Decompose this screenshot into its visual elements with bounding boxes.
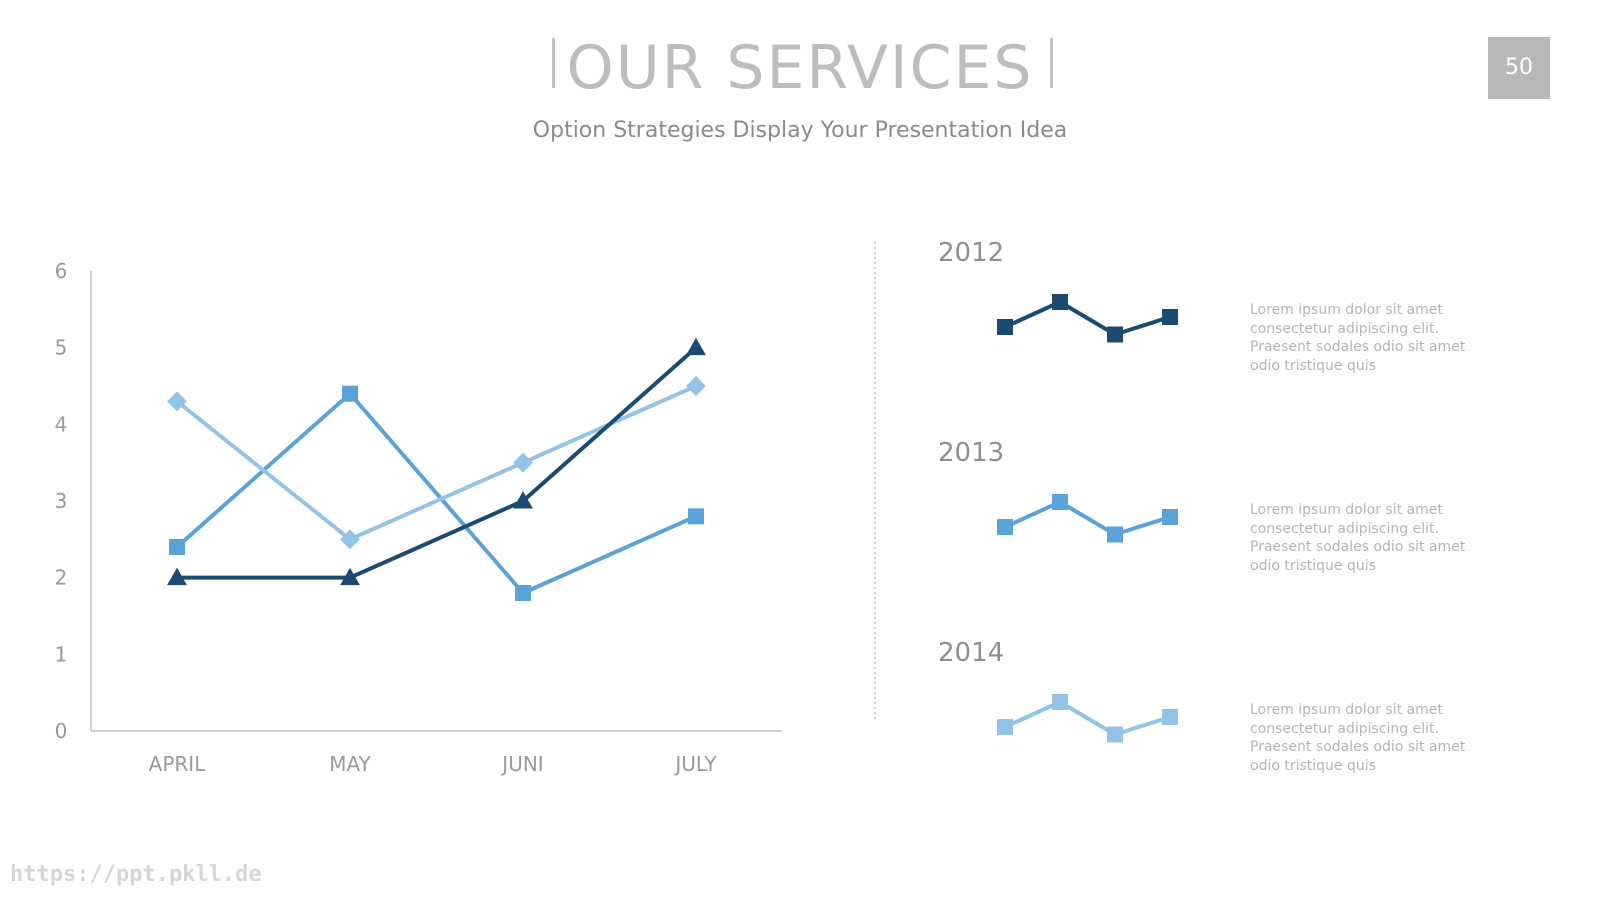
data-point-1 — [688, 508, 704, 525]
x-tick-label: APRIL — [149, 752, 207, 776]
mini-data-point — [997, 719, 1013, 735]
data-point-3 — [167, 567, 187, 586]
mini-data-point — [997, 519, 1013, 535]
description-line: odio tristique quis — [1250, 557, 1376, 574]
y-tick-label: 4 — [55, 412, 68, 436]
description-line: Praesent sodales odio sit amet — [1250, 739, 1466, 755]
mini-data-point — [1107, 326, 1123, 343]
mini-chart-2013 — [997, 494, 1178, 543]
description-line: Praesent sodales odio sit amet — [1250, 539, 1466, 555]
data-point-1 — [515, 585, 531, 601]
y-tick-label: 2 — [55, 566, 68, 590]
mini-data-point — [1052, 694, 1068, 710]
data-point-2 — [340, 529, 360, 550]
title-bar: OUR SERVICES — [0, 28, 1600, 108]
x-tick-label: JUNI — [500, 752, 543, 776]
section-divider — [874, 242, 876, 720]
y-tick-label: 1 — [55, 642, 68, 666]
mini-chart-2012 — [997, 294, 1178, 343]
data-point-1 — [342, 385, 358, 402]
y-tick-label: 6 — [55, 259, 68, 283]
description-2014: Lorem ipsum dolor sit amet consectetur a… — [1250, 701, 1500, 775]
data-point-3 — [513, 491, 533, 509]
description-line: odio tristique quis — [1250, 757, 1376, 774]
page-title: OUR SERVICES — [566, 33, 1034, 103]
mini-data-point — [1107, 526, 1123, 543]
description-2013: Lorem ipsum dolor sit amet consectetur a… — [1250, 501, 1500, 575]
data-point-1 — [169, 539, 185, 555]
main-line-chart: 0 1 2 3 4 5 6 APRIL MAY JUNI JULY — [55, 259, 782, 776]
description-line: consectetur adipiscing elit. — [1250, 720, 1439, 737]
description-line: odio tristique quis — [1250, 357, 1376, 374]
y-tick-label: 5 — [55, 336, 68, 360]
description-line: Lorem ipsum dolor sit amet — [1250, 702, 1443, 718]
data-point-3 — [340, 567, 360, 586]
data-point-3 — [686, 337, 706, 356]
y-tick-label: 3 — [55, 489, 68, 513]
mini-data-point — [997, 319, 1013, 335]
mini-data-point — [1162, 309, 1178, 325]
year-label-2013: 2013 — [938, 438, 1005, 468]
data-point-2 — [513, 452, 533, 473]
mini-series-line — [1004, 500, 1171, 537]
description-line: consectetur adipiscing elit. — [1250, 320, 1439, 337]
description-line: Lorem ipsum dolor sit amet — [1250, 302, 1443, 318]
page-subtitle: Option Strategies Display Your Presentat… — [532, 118, 1068, 143]
data-point-2 — [167, 391, 187, 412]
series-line-2 — [175, 384, 697, 542]
x-tick-label: MAY — [329, 752, 371, 776]
page-number-badge: 50 — [1488, 37, 1550, 99]
footer-url: https://ppt.pkll.de — [10, 862, 262, 887]
series-line-1 — [175, 391, 697, 595]
description-line: Lorem ipsum dolor sit amet — [1250, 502, 1443, 518]
mini-data-point — [1052, 294, 1068, 310]
title-left-divider — [552, 38, 555, 88]
year-label-2012: 2012 — [938, 238, 1005, 268]
mini-data-point — [1162, 509, 1178, 525]
year-label-2014: 2014 — [938, 638, 1005, 668]
data-point-2 — [686, 376, 706, 396]
mini-data-point — [1107, 726, 1123, 743]
description-2012: Lorem ipsum dolor sit amet consectetur a… — [1250, 301, 1500, 375]
description-line: Praesent sodales odio sit amet — [1250, 339, 1466, 355]
series-line-3 — [177, 346, 698, 580]
description-line: consectetur adipiscing elit. — [1250, 520, 1439, 537]
y-tick-label: 0 — [55, 719, 68, 743]
x-tick-label: JULY — [673, 752, 717, 776]
mini-chart-2014 — [997, 694, 1178, 743]
mini-series-line — [1004, 300, 1171, 337]
mini-data-point — [1052, 494, 1068, 510]
title-right-divider — [1050, 38, 1053, 88]
mini-series-line — [1004, 700, 1171, 737]
mini-data-point — [1162, 709, 1178, 725]
